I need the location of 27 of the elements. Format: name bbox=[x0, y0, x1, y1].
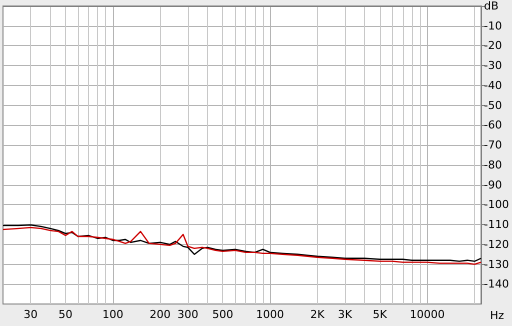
y-tick-label: -50 bbox=[484, 98, 502, 112]
x-tick-label: 5K bbox=[372, 308, 388, 321]
x-tick-label: 1000 bbox=[256, 308, 284, 321]
x-tick-label: 200 bbox=[150, 308, 171, 321]
y-tick-label: -70 bbox=[484, 138, 502, 152]
y-tick-label: -40 bbox=[484, 78, 502, 92]
x-tick-label: 300 bbox=[177, 308, 198, 321]
y-tick-label: -60 bbox=[484, 118, 502, 132]
y-tick-label: -110 bbox=[484, 218, 510, 232]
x-axis-title: Hz bbox=[490, 309, 504, 322]
y-tick-label: -90 bbox=[484, 178, 502, 192]
y-tick-label: dB bbox=[484, 0, 499, 12]
y-tick-label: -140 bbox=[484, 278, 510, 291]
y-tick-label: -100 bbox=[484, 198, 510, 212]
y-tick-label: -120 bbox=[484, 238, 510, 251]
x-tick-label: 500 bbox=[212, 308, 234, 321]
x-tick-label: 50 bbox=[58, 308, 73, 321]
x-tick-label: 30 bbox=[24, 308, 38, 321]
y-tick-label: -20 bbox=[484, 39, 502, 52]
y-tick-label: -130 bbox=[484, 258, 510, 271]
x-tick-label: 10000 bbox=[410, 308, 445, 321]
x-tick-label: 3K bbox=[338, 308, 353, 321]
y-tick-label: -10 bbox=[484, 19, 502, 32]
y-tick-label: -80 bbox=[484, 158, 502, 172]
x-tick-label: 100 bbox=[102, 308, 124, 321]
y-tick-label: -30 bbox=[484, 59, 502, 72]
x-tick-label: 2K bbox=[310, 308, 326, 321]
